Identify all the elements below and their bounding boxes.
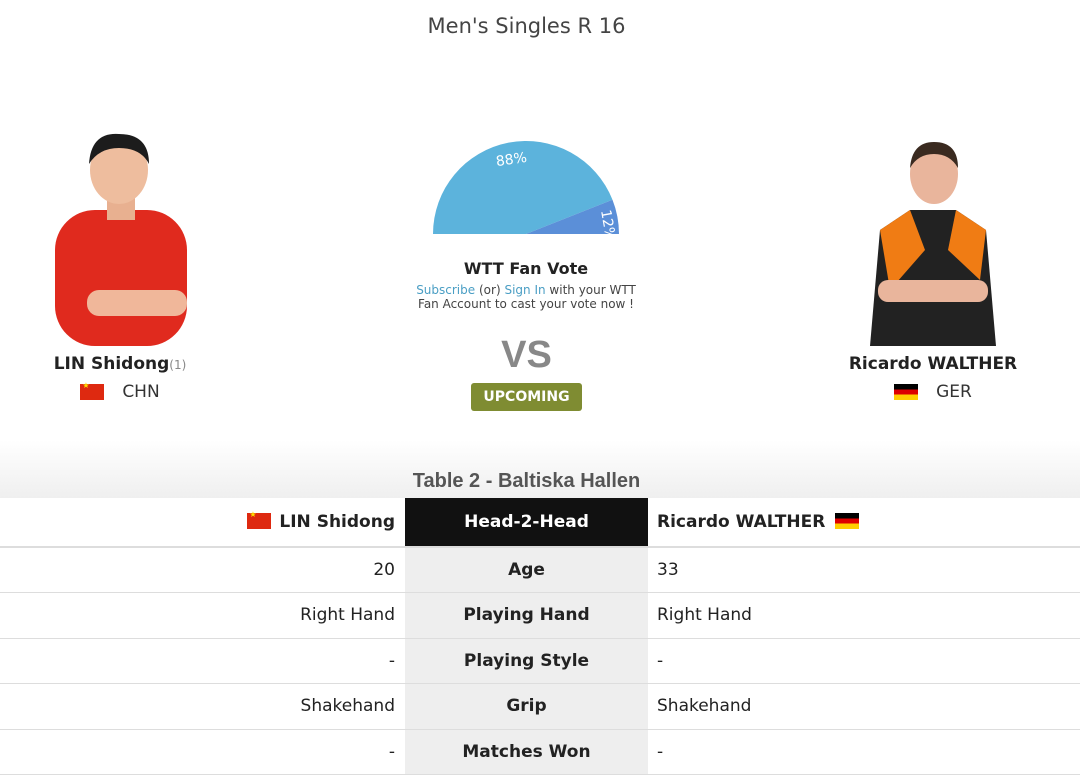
- player1-seed: (1): [169, 358, 187, 372]
- h2h-player1-value: 20: [0, 547, 405, 593]
- venue-banner: [0, 440, 1080, 498]
- fan-vote-label-player1: 88%: [495, 150, 528, 170]
- fan-vote-slice-player2[interactable]: [526, 199, 619, 234]
- fan-vote-instructions: with your WTT Fan Account to cast your v…: [418, 283, 636, 311]
- table-header-row: LIN Shidong Head-2-Head Ricardo WALTHER: [0, 498, 1080, 548]
- player2-country: GER: [936, 382, 972, 402]
- h2h-player2-value: -: [648, 638, 1080, 684]
- player1-info: LIN Shidong(1) CHN: [20, 354, 220, 402]
- h2h-stat-label: Grip: [405, 683, 648, 730]
- sign-in-link[interactable]: Sign In: [504, 283, 546, 297]
- fan-vote-text: Subscribe (or) Sign In with your WTT Fan…: [408, 283, 644, 311]
- player2-name[interactable]: Ricardo WALTHER: [848, 354, 1018, 374]
- player2-photo[interactable]: [870, 140, 996, 346]
- head-to-head-table: LIN Shidong Head-2-Head Ricardo WALTHER …: [0, 498, 1080, 775]
- h2h-player2-value: Right Hand: [648, 592, 1080, 639]
- germany-flag-icon: [835, 513, 860, 529]
- h2h-player2-name: Ricardo WALTHER: [657, 512, 826, 532]
- fan-vote-chart[interactable]: 88% 12%: [420, 130, 632, 240]
- h2h-header: Head-2-Head: [405, 498, 648, 548]
- subscribe-link[interactable]: Subscribe: [416, 283, 476, 297]
- player2-info: Ricardo WALTHER GER: [833, 354, 1033, 402]
- player1-country: CHN: [122, 382, 160, 402]
- fan-vote-slice-player1[interactable]: [433, 140, 613, 234]
- table-row: Right Hand Playing Hand Right Hand: [0, 592, 1080, 639]
- fan-vote-label-player2: 12%: [597, 209, 618, 240]
- fan-vote-title: WTT Fan Vote: [463, 259, 589, 278]
- h2h-stat-label: Playing Hand: [405, 592, 648, 639]
- china-flag-icon: [247, 510, 272, 529]
- status-badge: UPCOMING: [471, 383, 582, 411]
- h2h-player1-name: LIN Shidong: [279, 512, 395, 532]
- player1-photo[interactable]: [55, 130, 187, 346]
- player1-name[interactable]: LIN Shidong: [53, 354, 170, 374]
- or-text: (or): [478, 283, 501, 297]
- h2h-player2-value: Shakehand: [648, 683, 1080, 730]
- h2h-stat-label: Matches Won: [405, 729, 648, 775]
- h2h-player1-value: -: [0, 729, 405, 775]
- h2h-stat-label: Playing Style: [405, 638, 648, 684]
- h2h-player2-value: 33: [648, 547, 1080, 593]
- h2h-stat-label: Age: [405, 547, 648, 593]
- h2h-player1-value: Shakehand: [0, 683, 405, 730]
- h2h-player2-value: -: [648, 729, 1080, 775]
- germany-flag-icon: [894, 384, 919, 400]
- event-title: Men's Singles R 16: [427, 14, 626, 38]
- table-row: - Matches Won -: [0, 729, 1080, 775]
- vs-label: VS: [501, 334, 552, 376]
- h2h-player1-value: Right Hand: [0, 592, 405, 639]
- china-flag-icon: [80, 381, 105, 400]
- table-row: Shakehand Grip Shakehand: [0, 683, 1080, 730]
- table-row: 20 Age 33: [0, 547, 1080, 593]
- h2h-player1-value: -: [0, 638, 405, 684]
- venue-title: Table 2 - Baltiska Hallen: [412, 470, 641, 492]
- table-row: - Playing Style -: [0, 638, 1080, 684]
